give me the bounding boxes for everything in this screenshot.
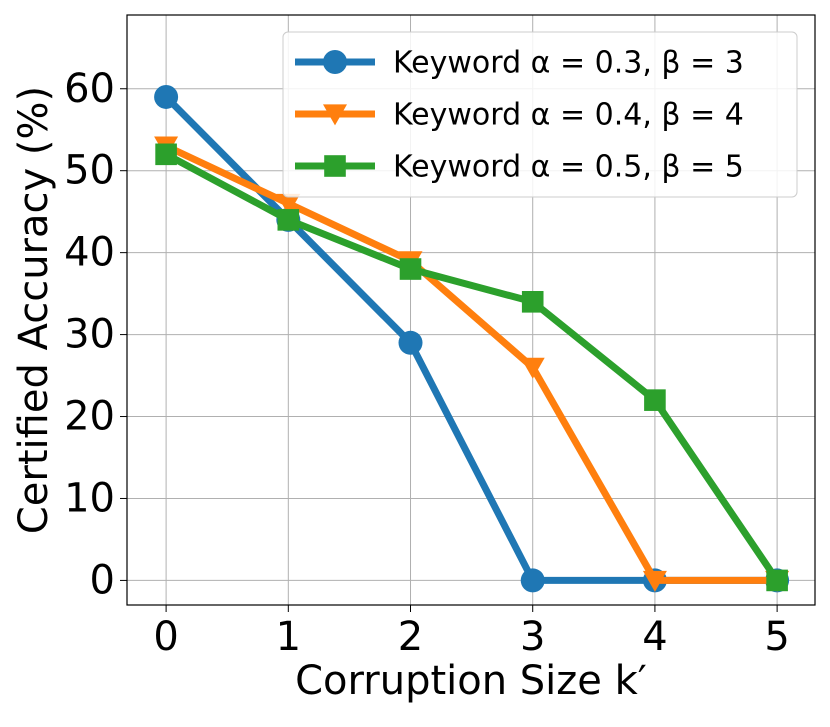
y-axis-label: Certified Accuracy (%) <box>11 86 57 534</box>
data-point <box>521 291 544 313</box>
legend-marker <box>323 104 347 126</box>
y-tick-label: 50 <box>64 148 115 194</box>
y-tick-label: 60 <box>64 66 115 112</box>
data-point <box>520 357 545 379</box>
legend-marker <box>323 50 347 74</box>
legend-marker <box>324 155 346 177</box>
y-tick-label: 30 <box>64 312 115 358</box>
legend-text: Keyword α = 0.3, β = 3 <box>393 46 744 81</box>
legend-text: Keyword α = 0.4, β = 4 <box>393 98 744 133</box>
data-point <box>398 330 423 355</box>
x-tick-label: 4 <box>642 614 667 660</box>
data-point <box>155 143 177 166</box>
data-point <box>277 209 300 231</box>
x-tick-label: 1 <box>276 614 301 660</box>
series-line <box>164 151 781 583</box>
plot-frame <box>126 14 816 606</box>
y-tick-label: 0 <box>90 557 115 603</box>
data-point <box>642 570 667 592</box>
y-tick-label: 20 <box>64 394 115 440</box>
data-point <box>154 84 179 109</box>
y-tick-label: 10 <box>64 475 115 521</box>
x-tick-label: 2 <box>398 614 423 660</box>
data-point <box>276 193 301 215</box>
legend-text: Keyword α = 0.5, β = 5 <box>393 150 744 185</box>
data-point <box>766 569 788 592</box>
y-tick-label: 40 <box>64 230 115 276</box>
data-point <box>520 568 545 593</box>
data-point <box>644 389 666 411</box>
series-line <box>164 142 778 584</box>
x-axis-label: Corruption Size k′ <box>295 658 647 704</box>
x-tick-label: 3 <box>520 614 545 660</box>
data-point <box>399 258 422 280</box>
x-tick-label: 5 <box>764 614 789 660</box>
x-tick-label: 0 <box>153 614 178 660</box>
legend-box <box>282 31 798 198</box>
